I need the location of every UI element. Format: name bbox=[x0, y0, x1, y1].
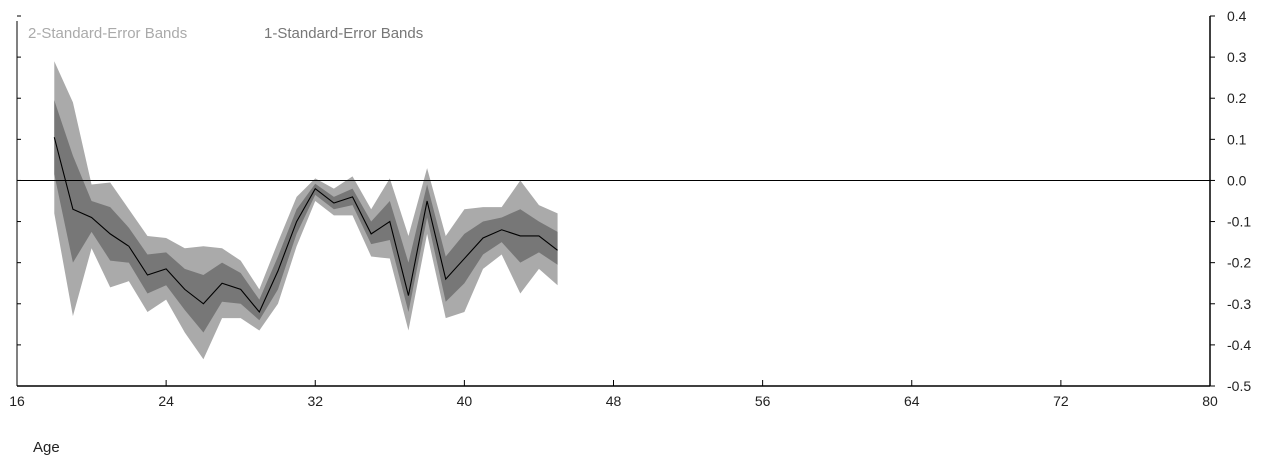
x-tick-label-72: 72 bbox=[1053, 393, 1069, 409]
x-tick-label-24: 24 bbox=[158, 393, 174, 409]
x-tick-label-56: 56 bbox=[755, 393, 771, 409]
band-1se bbox=[54, 100, 558, 333]
x-tick-label-32: 32 bbox=[307, 393, 323, 409]
legend-item-1se: 1-Standard-Error Bands bbox=[264, 25, 423, 42]
y-tick-label-2: -0.3 bbox=[1227, 296, 1251, 312]
estimate-line bbox=[53, 137, 558, 314]
axes: 16 24 32 40 48 56 64 72 80 -0.5 -0.4 -0.3 -0.2 -0.1 0.… bbox=[9, 8, 1251, 409]
y-tick-label-5: 0.0 bbox=[1227, 172, 1247, 188]
x-tick-label-40: 40 bbox=[457, 393, 473, 409]
x-tick-label-48: 48 bbox=[606, 393, 622, 409]
legend-item-2se: 2-Standard-Error Bands bbox=[28, 25, 187, 42]
y-tick-label-0: -0.5 bbox=[1227, 378, 1251, 394]
y-tick-label-6: 0.1 bbox=[1227, 131, 1247, 147]
legend: 2-Standard-Error Bands 1-Standard-Error … bbox=[28, 25, 423, 42]
y-tick-label-9: 0.4 bbox=[1227, 8, 1247, 24]
y-tick-label-8: 0.3 bbox=[1227, 49, 1247, 65]
y-tick-label-1: -0.4 bbox=[1227, 337, 1251, 353]
y-tick-label-7: 0.2 bbox=[1227, 90, 1247, 106]
y-tick-label-3: -0.2 bbox=[1227, 255, 1251, 271]
x-tick-label-80: 80 bbox=[1202, 393, 1218, 409]
x-axis-title: Age bbox=[33, 439, 60, 456]
plot-area bbox=[17, 61, 1210, 360]
y-tick-label-4: -0.1 bbox=[1227, 214, 1251, 230]
x-tick-label-64: 64 bbox=[904, 393, 920, 409]
x-tick-label-16: 16 bbox=[9, 393, 25, 409]
